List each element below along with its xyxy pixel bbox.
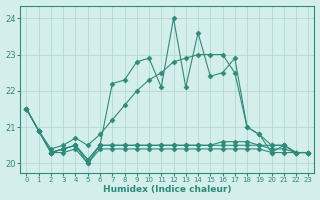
X-axis label: Humidex (Indice chaleur): Humidex (Indice chaleur): [103, 185, 232, 194]
